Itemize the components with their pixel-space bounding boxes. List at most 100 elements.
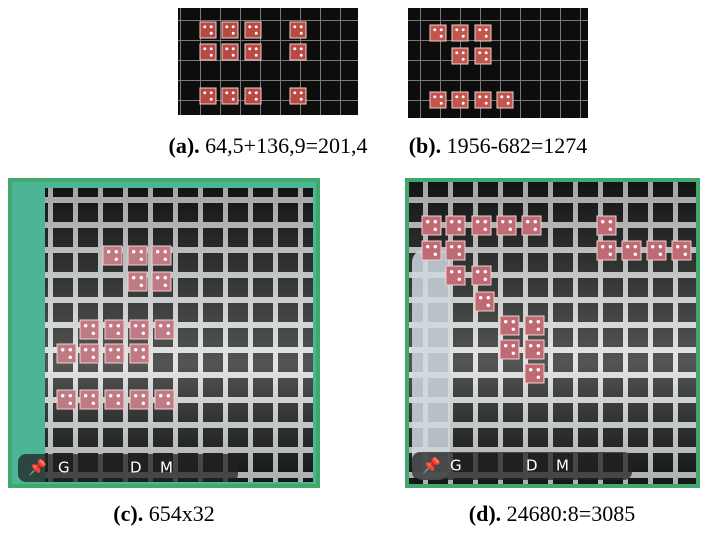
die xyxy=(155,320,174,339)
die xyxy=(472,266,491,285)
pip xyxy=(115,250,118,253)
pip xyxy=(458,270,461,273)
panel-label: (d). xyxy=(469,501,501,526)
pip xyxy=(84,324,87,327)
pin-icon: 📌 xyxy=(28,458,47,477)
pip xyxy=(537,320,540,323)
pip xyxy=(485,51,488,54)
pip xyxy=(462,28,465,31)
pip xyxy=(203,25,206,28)
caption-text: 24680:8=3085 xyxy=(507,501,636,526)
die xyxy=(200,44,216,60)
pip xyxy=(69,394,72,397)
pip xyxy=(142,324,145,327)
overlay-d: 📌 G D M xyxy=(412,452,632,480)
pip xyxy=(512,344,515,347)
panel-label: (c). xyxy=(113,501,143,526)
pip xyxy=(440,28,443,31)
pip xyxy=(485,58,488,61)
pip xyxy=(651,245,654,248)
caption-text: 1956-682=1274 xyxy=(447,133,588,158)
pip xyxy=(609,228,612,231)
die xyxy=(105,344,124,363)
pip xyxy=(117,402,120,405)
die xyxy=(57,390,76,409)
pip xyxy=(484,278,487,281)
pip xyxy=(293,91,296,94)
die xyxy=(105,320,124,339)
die xyxy=(597,241,616,260)
pip xyxy=(434,253,437,256)
pip xyxy=(529,368,532,371)
pip xyxy=(293,25,296,28)
pip xyxy=(534,228,537,231)
pip xyxy=(509,228,512,231)
pip xyxy=(164,258,167,261)
pip xyxy=(167,332,170,335)
pip xyxy=(140,250,143,253)
pip xyxy=(69,402,72,405)
pip xyxy=(159,394,162,397)
pip xyxy=(142,356,145,359)
die xyxy=(130,320,149,339)
die xyxy=(475,48,491,64)
pip xyxy=(458,253,461,256)
pip xyxy=(458,220,461,223)
pip xyxy=(117,324,120,327)
pip xyxy=(255,32,258,35)
figure: 📌 G D M 📌 G D M (a). 64,5+136,9=201,4 (b… xyxy=(0,0,706,532)
pip xyxy=(140,276,143,279)
die xyxy=(245,88,261,104)
pip xyxy=(485,35,488,38)
pip xyxy=(117,348,120,351)
pip xyxy=(134,394,137,397)
pip xyxy=(109,348,112,351)
pip xyxy=(512,320,515,323)
pip xyxy=(255,25,258,28)
pip xyxy=(434,245,437,248)
pip xyxy=(167,394,170,397)
pip xyxy=(487,296,490,299)
pip xyxy=(300,91,303,94)
die xyxy=(475,25,491,41)
pip xyxy=(225,25,228,28)
die xyxy=(80,320,99,339)
pip xyxy=(167,402,170,405)
pip xyxy=(434,228,437,231)
pip xyxy=(440,95,443,98)
pip xyxy=(164,250,167,253)
pip xyxy=(84,394,87,397)
die xyxy=(290,22,306,38)
pip xyxy=(462,51,465,54)
pip xyxy=(684,253,687,256)
panel-label: (a). xyxy=(169,133,200,158)
pip xyxy=(210,98,213,101)
pip xyxy=(232,25,235,28)
pip xyxy=(426,220,429,223)
die xyxy=(222,44,238,60)
pip xyxy=(537,376,540,379)
pip xyxy=(529,320,532,323)
pip xyxy=(210,32,213,35)
pip xyxy=(156,276,159,279)
die xyxy=(475,292,494,311)
die xyxy=(525,364,544,383)
overlay-bar xyxy=(412,452,632,480)
pip xyxy=(210,91,213,94)
die xyxy=(128,272,147,291)
overlay-text: M xyxy=(160,459,173,477)
pip xyxy=(115,258,118,261)
pip xyxy=(462,35,465,38)
die xyxy=(622,241,641,260)
pip xyxy=(142,332,145,335)
caption: (d). 24680:8=3085 xyxy=(469,501,635,526)
pip xyxy=(142,402,145,405)
pip xyxy=(478,51,481,54)
die xyxy=(475,92,491,108)
die xyxy=(80,390,99,409)
pip xyxy=(69,348,72,351)
pip xyxy=(501,220,504,223)
pip xyxy=(487,304,490,307)
overlay-text: G xyxy=(450,457,462,475)
pip xyxy=(512,328,515,331)
